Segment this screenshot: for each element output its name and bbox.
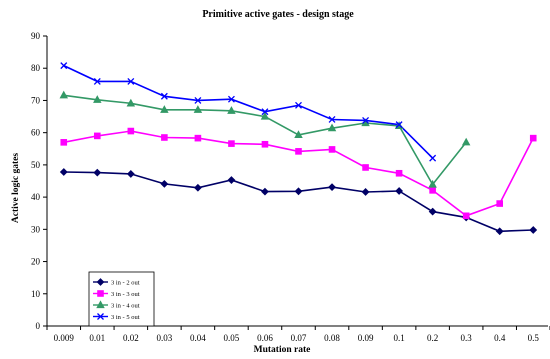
legend-label-3-in-4-out: 3 in - 4 out xyxy=(111,302,140,309)
y-tick-label: 10 xyxy=(31,289,41,299)
data-point-3-in-2-out xyxy=(361,188,370,196)
x-tick-label: 0.01 xyxy=(89,333,105,343)
data-point-3-in-3-out xyxy=(462,212,470,220)
data-point-3-in-2-out xyxy=(160,179,169,188)
data-point-3-in-3-out xyxy=(228,140,235,147)
data-point-3-in-4-out xyxy=(93,95,102,103)
data-point-3-in-3-out xyxy=(194,134,202,142)
data-point-3-in-4-out xyxy=(294,130,303,139)
x-tick-label: 0.2 xyxy=(427,333,438,343)
y-tick-label: 70 xyxy=(31,95,41,105)
data-point-3-in-4-out xyxy=(428,179,437,188)
y-axis-label: Active logic gates xyxy=(11,153,21,223)
data-point-3-in-3-out xyxy=(60,139,68,146)
data-point-3-in-2-out xyxy=(328,183,336,192)
legend-label-3-in-3-out: 3 in - 3 out xyxy=(111,291,140,298)
data-point-3-in-3-out xyxy=(395,169,403,177)
data-point-3-in-5-out xyxy=(60,62,68,70)
data-point-3-in-4-out xyxy=(260,111,270,120)
data-point-3-in-3-out xyxy=(161,134,168,141)
data-point-3-in-2-out xyxy=(93,168,102,177)
y-tick-label: 40 xyxy=(31,192,41,202)
x-tick-label: 0.04 xyxy=(190,333,206,343)
x-tick-label: 0.09 xyxy=(358,333,374,343)
data-point-3-in-5-out xyxy=(194,96,202,104)
y-tick-label: 30 xyxy=(31,224,41,234)
data-point-3-in-5-out xyxy=(160,92,168,100)
y-tick-label: 80 xyxy=(31,63,41,73)
data-point-3-in-3-out xyxy=(127,127,135,135)
data-point-3-in-4-out xyxy=(227,106,236,114)
x-tick-label: 0.08 xyxy=(324,333,340,343)
data-point-3-in-4-out xyxy=(193,105,203,113)
legend-label-3-in-5-out: 3 in - 5 out xyxy=(111,314,140,321)
y-tick-label: 0 xyxy=(36,321,41,331)
data-point-3-in-2-out xyxy=(59,168,68,176)
y-tick-label: 20 xyxy=(31,257,41,267)
data-point-3-in-4-out xyxy=(461,137,471,146)
data-point-3-in-2-out xyxy=(193,183,202,192)
data-point-3-in-5-out xyxy=(227,95,235,103)
legend-marker-3-in-2-out xyxy=(96,278,105,286)
legend-marker-3-in-4-out xyxy=(96,300,105,309)
data-point-3-in-5-out xyxy=(261,108,269,116)
data-point-3-in-5-out xyxy=(328,115,336,123)
data-point-3-in-3-out xyxy=(496,200,503,207)
data-point-3-in-5-out xyxy=(295,101,302,109)
data-point-3-in-2-out xyxy=(428,207,437,216)
data-point-3-in-3-out xyxy=(429,187,436,194)
x-tick-label: 0.02 xyxy=(123,333,139,343)
data-point-3-in-4-out xyxy=(126,98,136,107)
data-point-3-in-3-out xyxy=(362,164,369,171)
data-point-3-in-3-out xyxy=(529,134,537,142)
data-point-3-in-2-out xyxy=(495,227,504,236)
data-point-3-in-2-out xyxy=(529,226,538,234)
x-tick-label: 0.05 xyxy=(224,333,240,343)
x-tick-label: 0.4 xyxy=(494,333,506,343)
x-tick-label: 0.03 xyxy=(156,333,172,343)
data-point-3-in-2-out xyxy=(261,187,269,196)
y-tick-label: 90 xyxy=(31,31,41,41)
x-axis-label: Mutation rate xyxy=(254,345,311,355)
legend-marker-3-in-5-out xyxy=(97,313,104,320)
x-tick-label: 0.3 xyxy=(461,333,473,343)
data-point-3-in-3-out xyxy=(295,148,302,155)
data-point-3-in-5-out xyxy=(127,77,135,85)
y-tick-label: 50 xyxy=(31,160,41,170)
data-point-3-in-2-out xyxy=(395,187,404,195)
x-tick-label: 0.06 xyxy=(257,333,273,343)
data-point-3-in-5-out xyxy=(429,154,437,162)
data-point-3-in-2-out xyxy=(126,170,135,178)
data-point-3-in-3-out xyxy=(261,140,269,148)
series-markers xyxy=(59,62,538,236)
x-axis-ticks: 0.009 0.01 0.02 0.03 0.04 0.05 0.06 0.07 0.08 0.0… xyxy=(46,326,550,343)
series-line-3-in-2-out xyxy=(63,171,534,233)
data-point-3-in-4-out xyxy=(59,90,69,99)
series-line-3-in-5-out xyxy=(63,64,434,159)
legend-marker-3-in-3-out xyxy=(97,290,104,297)
data-point-3-in-5-out xyxy=(93,77,101,85)
data-point-3-in-2-out xyxy=(294,187,303,196)
legend-label-3-in-2-out: 3 in - 2 out xyxy=(111,279,140,286)
series-line-3-in-4-out xyxy=(63,94,467,186)
data-point-3-in-2-out xyxy=(227,176,236,184)
x-tick-label: 0.5 xyxy=(528,333,540,343)
y-axis-ticks: 0 10 20 30 40 50 60 70 80 90 xyxy=(31,31,47,331)
data-point-3-in-5-out xyxy=(395,121,403,129)
data-point-3-in-4-out xyxy=(160,105,169,113)
x-tick-label: 0.07 xyxy=(291,333,307,343)
legend: 3 in - 2 out 3 in - 3 out 3 in - 4 out 3 in… xyxy=(88,271,155,327)
y-tick-label: 60 xyxy=(31,128,41,138)
x-tick-label: 0.1 xyxy=(393,333,404,343)
x-tick-label: 0.009 xyxy=(54,333,75,343)
chart-title: Primitive active gates - design stage xyxy=(202,9,354,20)
data-point-3-in-4-out xyxy=(327,123,337,132)
data-point-3-in-5-out xyxy=(362,116,370,124)
data-point-3-in-3-out xyxy=(328,146,336,153)
data-point-3-in-3-out xyxy=(94,132,101,140)
